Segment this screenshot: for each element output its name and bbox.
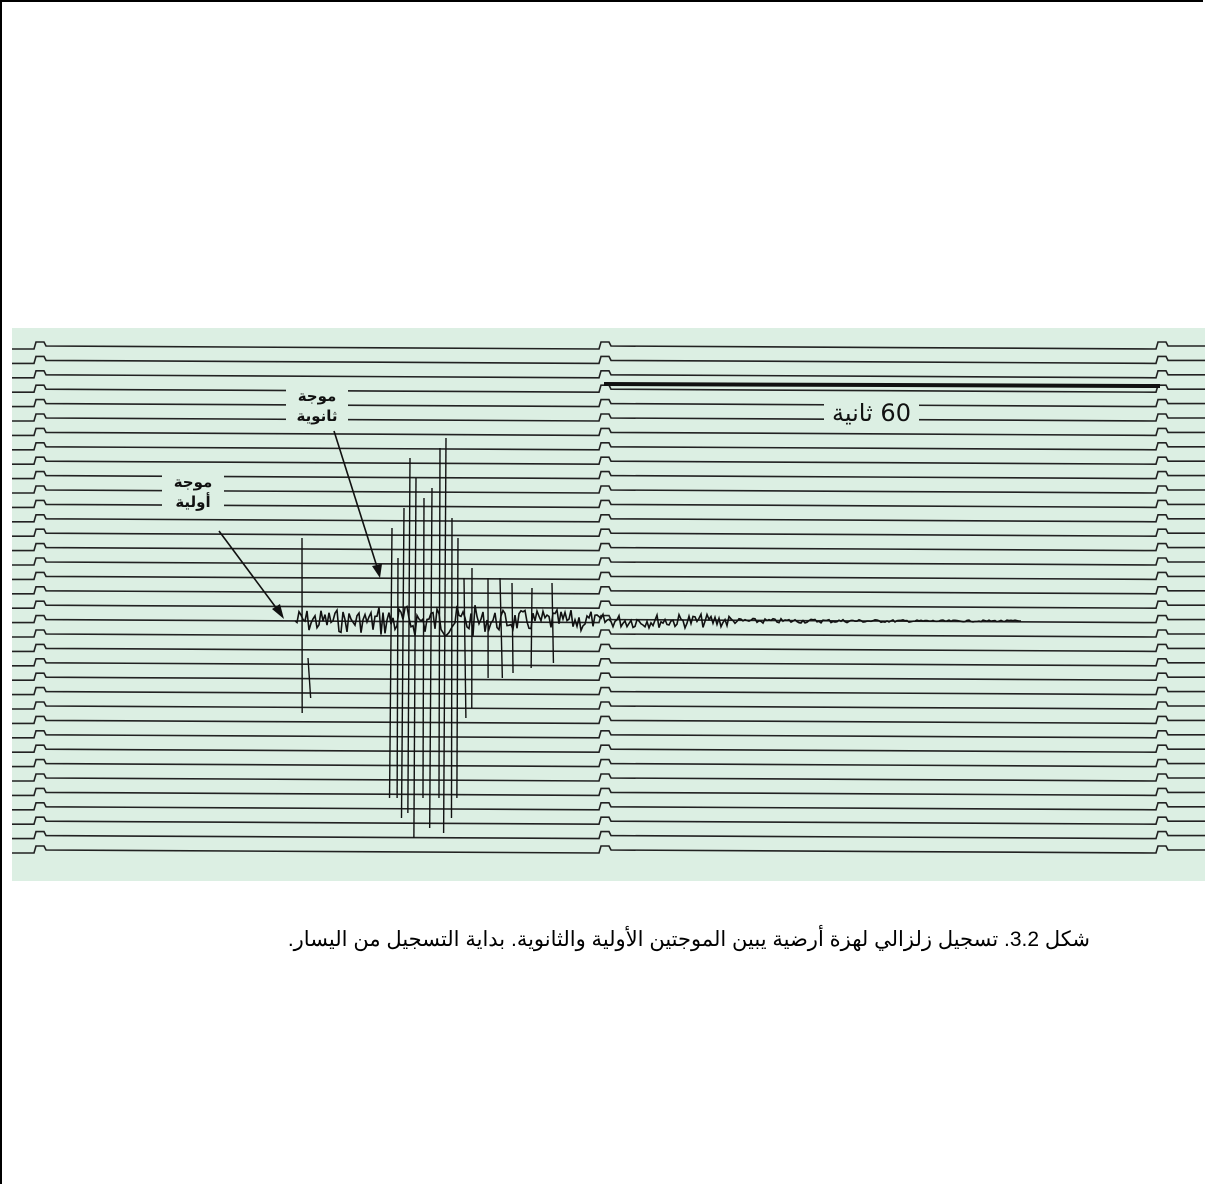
wave-spike bbox=[499, 577, 504, 679]
wave-spike bbox=[463, 577, 467, 719]
trace-line bbox=[12, 686, 1205, 696]
trace-line bbox=[12, 355, 1205, 365]
trace-line bbox=[12, 427, 1205, 437]
wave-spike bbox=[396, 557, 399, 799]
trace-line bbox=[12, 773, 1205, 782]
trace-line bbox=[12, 787, 1205, 797]
trace-line bbox=[12, 600, 1205, 610]
trace-line bbox=[12, 744, 1205, 754]
wave-spike bbox=[388, 527, 393, 799]
wave-spike bbox=[551, 582, 555, 664]
seismogram-figure: موجة ثانوية موجة أولية 60 ثانية bbox=[12, 328, 1205, 881]
sixty-second-scale-bar bbox=[603, 382, 1161, 388]
trace-line bbox=[12, 341, 1205, 350]
trace-line bbox=[12, 802, 1205, 811]
wave-spike bbox=[413, 477, 417, 839]
trace-line bbox=[12, 499, 1205, 509]
primary-wave-label: موجة أولية bbox=[162, 472, 224, 512]
trace-line bbox=[12, 816, 1205, 826]
wave-spike bbox=[530, 587, 533, 669]
trace-line bbox=[12, 830, 1205, 840]
wave-spike bbox=[442, 437, 447, 834]
wave-spike bbox=[511, 582, 514, 674]
trace-line bbox=[12, 571, 1205, 581]
trace-line bbox=[12, 643, 1205, 653]
trace-line bbox=[12, 528, 1205, 538]
trace-line bbox=[12, 456, 1205, 466]
secondary-wave-label: موجة ثانوية bbox=[286, 386, 348, 426]
trace-line bbox=[12, 470, 1205, 480]
trace-line bbox=[12, 485, 1205, 494]
trace-line bbox=[12, 413, 1205, 422]
trace-line bbox=[12, 845, 1205, 854]
wave-spike bbox=[400, 507, 405, 819]
trace-line bbox=[12, 658, 1205, 667]
trace-line bbox=[12, 586, 1205, 595]
wave-spike bbox=[438, 447, 441, 799]
trace-line bbox=[12, 542, 1205, 552]
wave-spike bbox=[428, 487, 433, 829]
trace-line bbox=[12, 442, 1205, 451]
secondary-wave-arrowhead bbox=[372, 564, 382, 578]
secondary-wave-arrow bbox=[333, 430, 379, 571]
seismogram-trace-svg bbox=[12, 341, 1205, 854]
wave-spike bbox=[307, 657, 312, 699]
trace-line bbox=[12, 370, 1205, 379]
wave-spike bbox=[456, 537, 459, 799]
trace-line bbox=[12, 758, 1205, 768]
trace-line bbox=[12, 629, 1205, 638]
sixty-seconds-label: 60 ثانية bbox=[824, 399, 919, 427]
trace-line bbox=[12, 514, 1205, 523]
wave-spike bbox=[422, 497, 425, 799]
trace-line bbox=[12, 557, 1205, 566]
trace-line bbox=[12, 730, 1205, 739]
trace-line bbox=[12, 672, 1205, 682]
trace-line bbox=[12, 614, 1205, 624]
primary-wave-arrowhead bbox=[272, 604, 284, 619]
figure-caption: شكل 3.2. تسجيل زلزالي لهزة أرضية يبين ال… bbox=[287, 928, 1090, 951]
trace-line bbox=[12, 701, 1205, 710]
wave-spike bbox=[450, 517, 453, 819]
earthquake-trace bbox=[294, 605, 1022, 638]
trace-line bbox=[12, 398, 1205, 408]
wave-spike bbox=[407, 457, 411, 814]
primary-wave-arrow bbox=[218, 530, 281, 614]
trace-line bbox=[12, 715, 1205, 725]
